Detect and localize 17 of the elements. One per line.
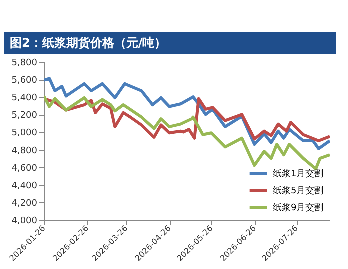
y-tick-label: 5,400 <box>12 94 38 104</box>
y-tick-label: 5,200 <box>12 111 38 122</box>
legend-label: 纸浆1月交割 <box>273 168 324 180</box>
legend-label: 纸浆9月交割 <box>273 202 324 214</box>
y-tick-label: 5,800 <box>12 58 38 68</box>
y-tick-label: 4,600 <box>12 164 38 174</box>
y-tick-label: 4,200 <box>12 198 38 209</box>
y-tick-label: 4,000 <box>12 216 38 226</box>
y-tick-label: 5,600 <box>12 76 38 86</box>
chart-title: 图2：纸浆期货价格（元/吨） <box>10 36 167 50</box>
y-tick-label: 5,000 <box>12 128 38 139</box>
legend-label: 纸浆5月交割 <box>273 186 324 196</box>
line-series <box>44 97 330 142</box>
y-tick-label: 4,800 <box>12 146 38 156</box>
line-series <box>44 94 330 171</box>
y-tick-label: 4,400 <box>12 181 38 192</box>
line-series <box>44 77 330 150</box>
